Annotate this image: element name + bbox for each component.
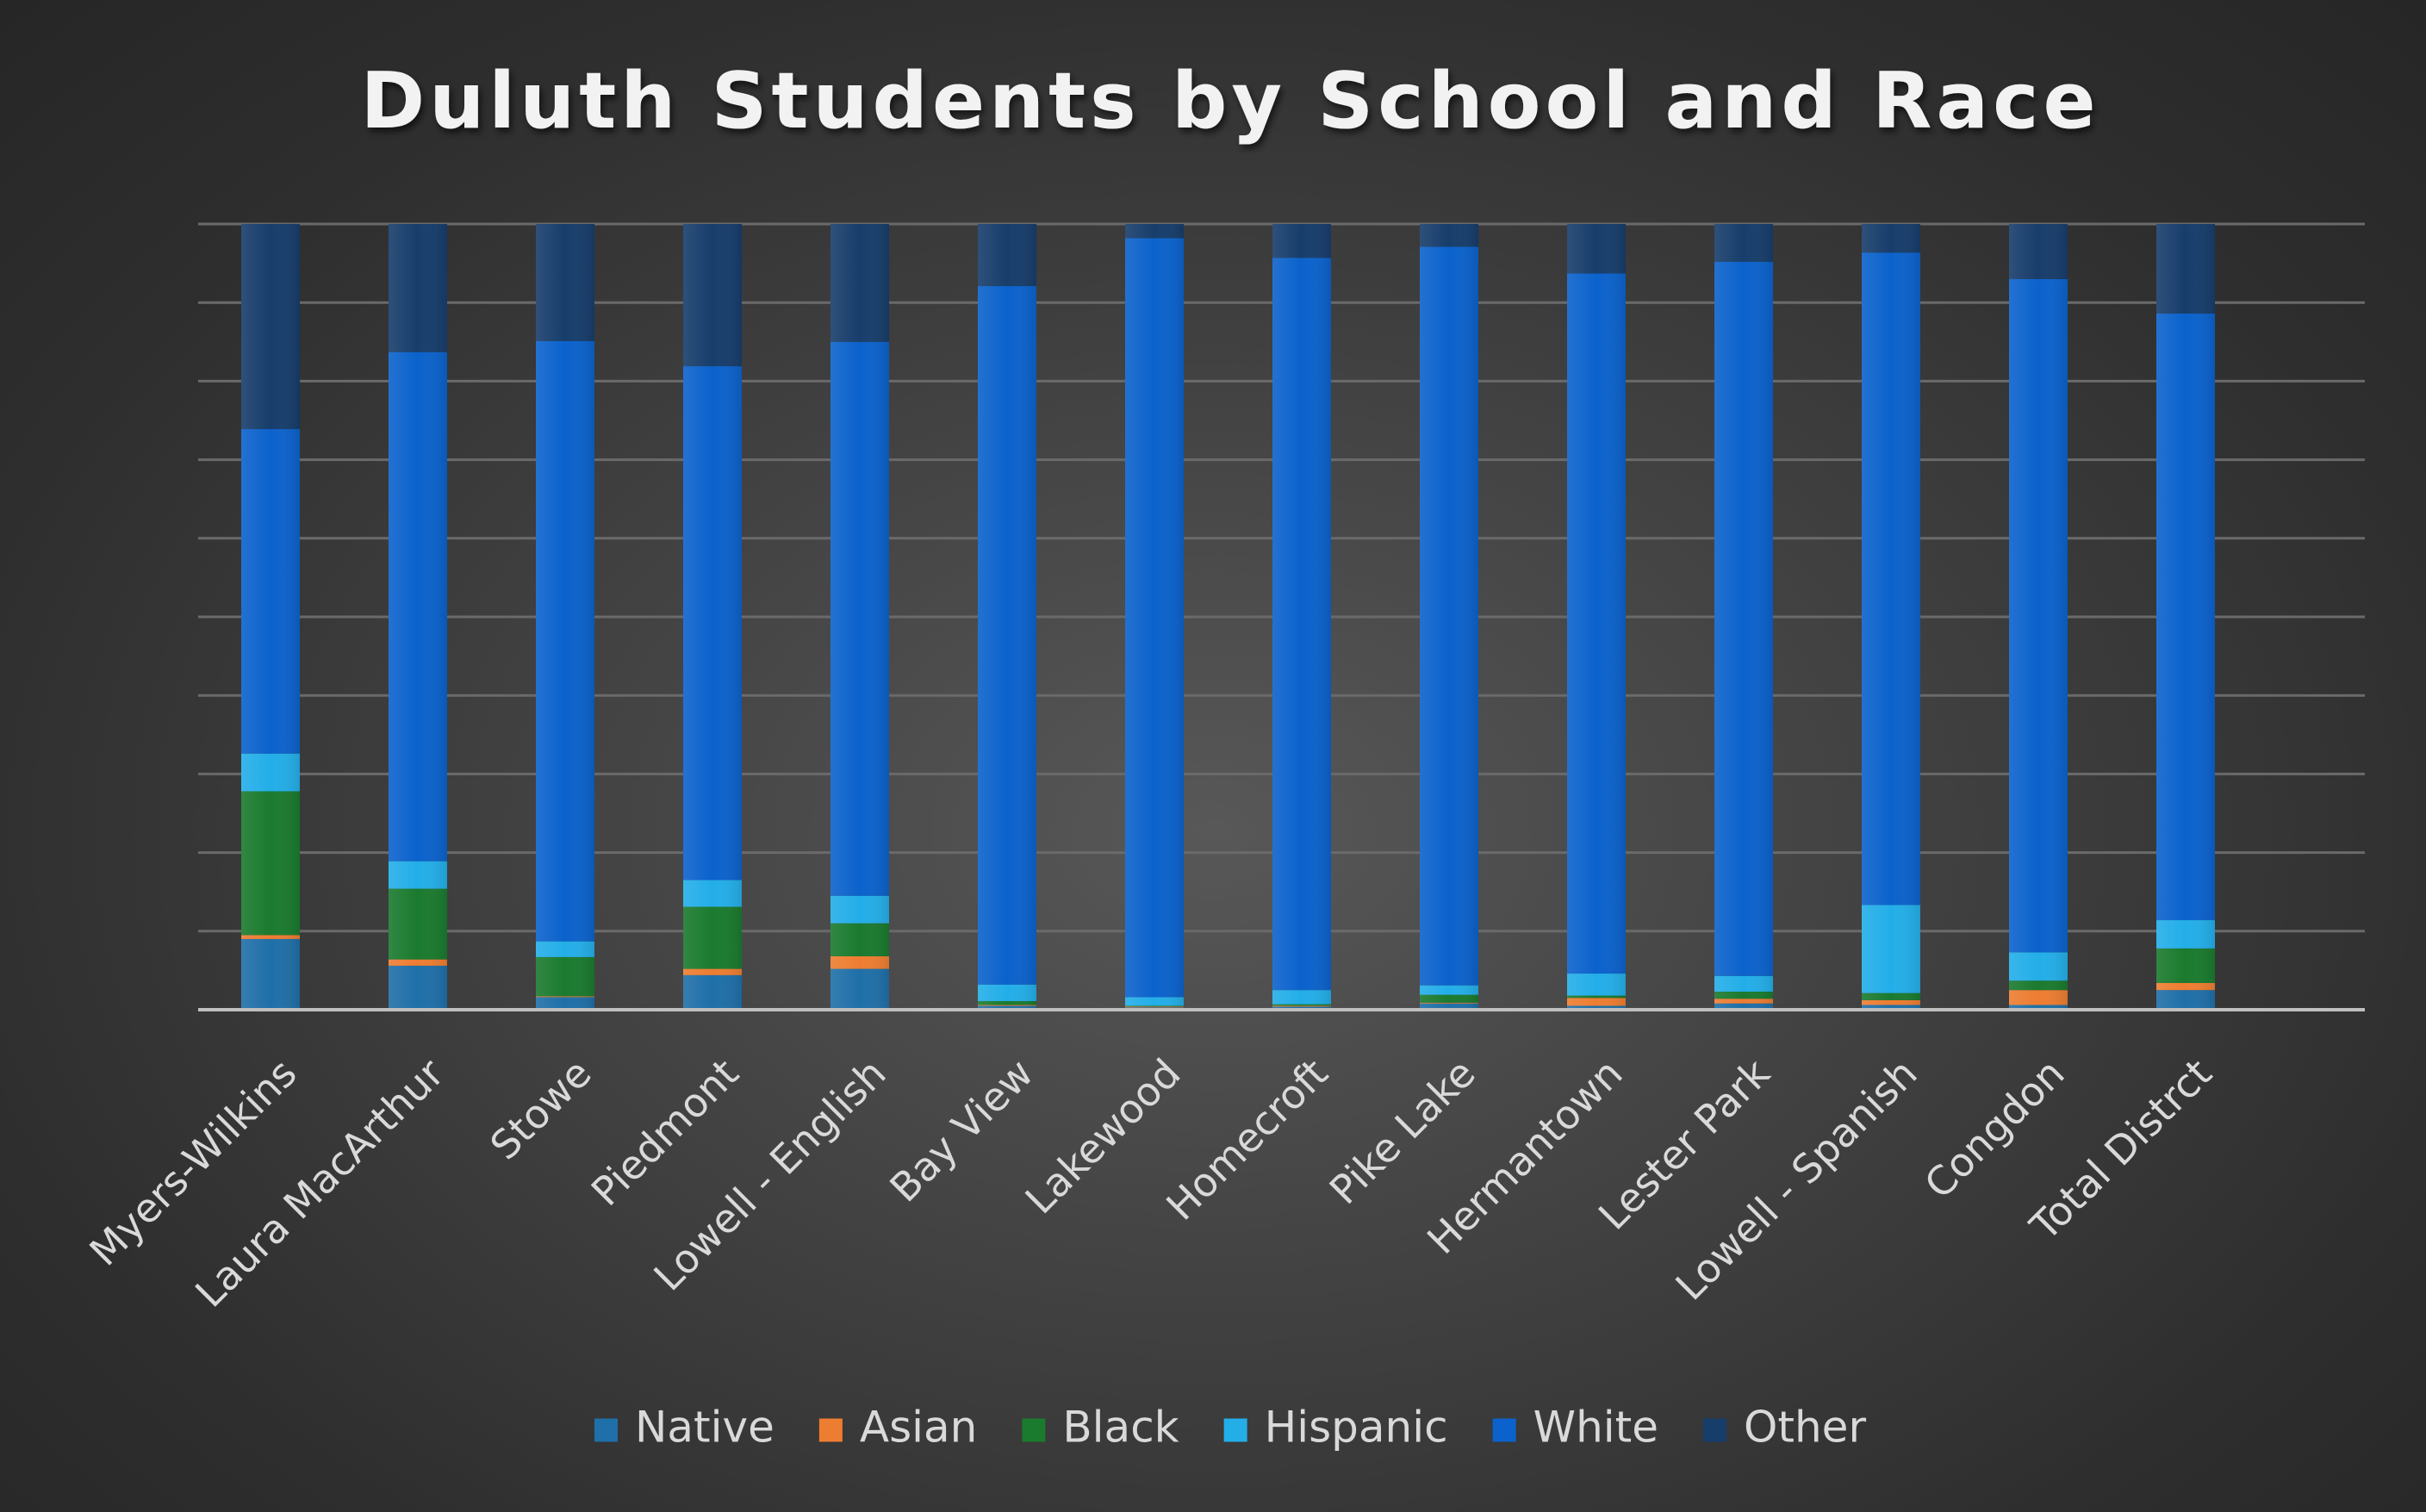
bar-stack (1420, 224, 1478, 1010)
bar-stack (1862, 224, 1920, 1010)
x-tick-label: Homecroft (1157, 1049, 1336, 1229)
legend-item: Other (1703, 1403, 1866, 1453)
legend-swatch (1223, 1418, 1247, 1442)
legend-label: Asian (860, 1403, 977, 1453)
bar-stack (830, 224, 889, 1010)
bar-stack (1125, 224, 1184, 1010)
legend-label: White (1533, 1403, 1658, 1453)
bars (241, 224, 2215, 1010)
legend-swatch (594, 1418, 618, 1442)
legend-label: Black (1062, 1403, 1179, 1453)
bar-shading (1420, 224, 1478, 1010)
legend: Native Asian Black Hispanic White Other (594, 1403, 1866, 1453)
x-tick-label: Stowe (482, 1049, 600, 1168)
legend-swatch (1703, 1418, 1727, 1442)
legend-label: Native (635, 1403, 774, 1453)
bar-stack (1272, 224, 1331, 1010)
legend-item: White (1492, 1403, 1658, 1453)
legend-item: Hispanic (1223, 1403, 1448, 1453)
bar-stack (241, 224, 300, 1010)
legend-label: Other (1744, 1403, 1866, 1453)
chart-title: Duluth Students by School and Race (361, 56, 2100, 146)
bar-stack (2156, 224, 2215, 1010)
legend-item: Asian (818, 1403, 977, 1453)
legend-swatch (1022, 1418, 1046, 1442)
bar-shading (683, 224, 742, 1010)
bar-shading (1567, 224, 1626, 1010)
bar-shading (2009, 224, 2068, 1010)
bar-stack (389, 224, 447, 1010)
legend-item: Native (594, 1403, 774, 1453)
bar-shading (1862, 224, 1920, 1010)
x-tick-label: Laura MacArthur (186, 1049, 452, 1316)
bar-stack (2009, 224, 2068, 1010)
bar-shading (978, 224, 1036, 1010)
legend-label: Hispanic (1265, 1403, 1448, 1453)
bar-shading (1714, 224, 1773, 1010)
bar-stack (978, 224, 1036, 1010)
bar-shading (2156, 224, 2215, 1010)
legend-item: Black (1022, 1403, 1179, 1453)
bar-shading (389, 224, 447, 1010)
bar-stack (1714, 224, 1773, 1010)
bar-shading (536, 224, 594, 1010)
legend-swatch (1492, 1418, 1516, 1442)
x-tick-label: Lowell - Spanish (1666, 1049, 1925, 1309)
bar-shading (1272, 224, 1331, 1010)
bar-stack (536, 224, 594, 1010)
bar-stack (683, 224, 742, 1010)
x-tick-label: Congdon (1915, 1049, 2073, 1207)
x-tick-label: Bay View (880, 1049, 1042, 1210)
bar-stack (1567, 224, 1626, 1010)
bar-shading (830, 224, 889, 1010)
bar-shading (241, 224, 300, 1010)
bar-shading (1125, 224, 1184, 1010)
legend-swatch (818, 1418, 843, 1442)
